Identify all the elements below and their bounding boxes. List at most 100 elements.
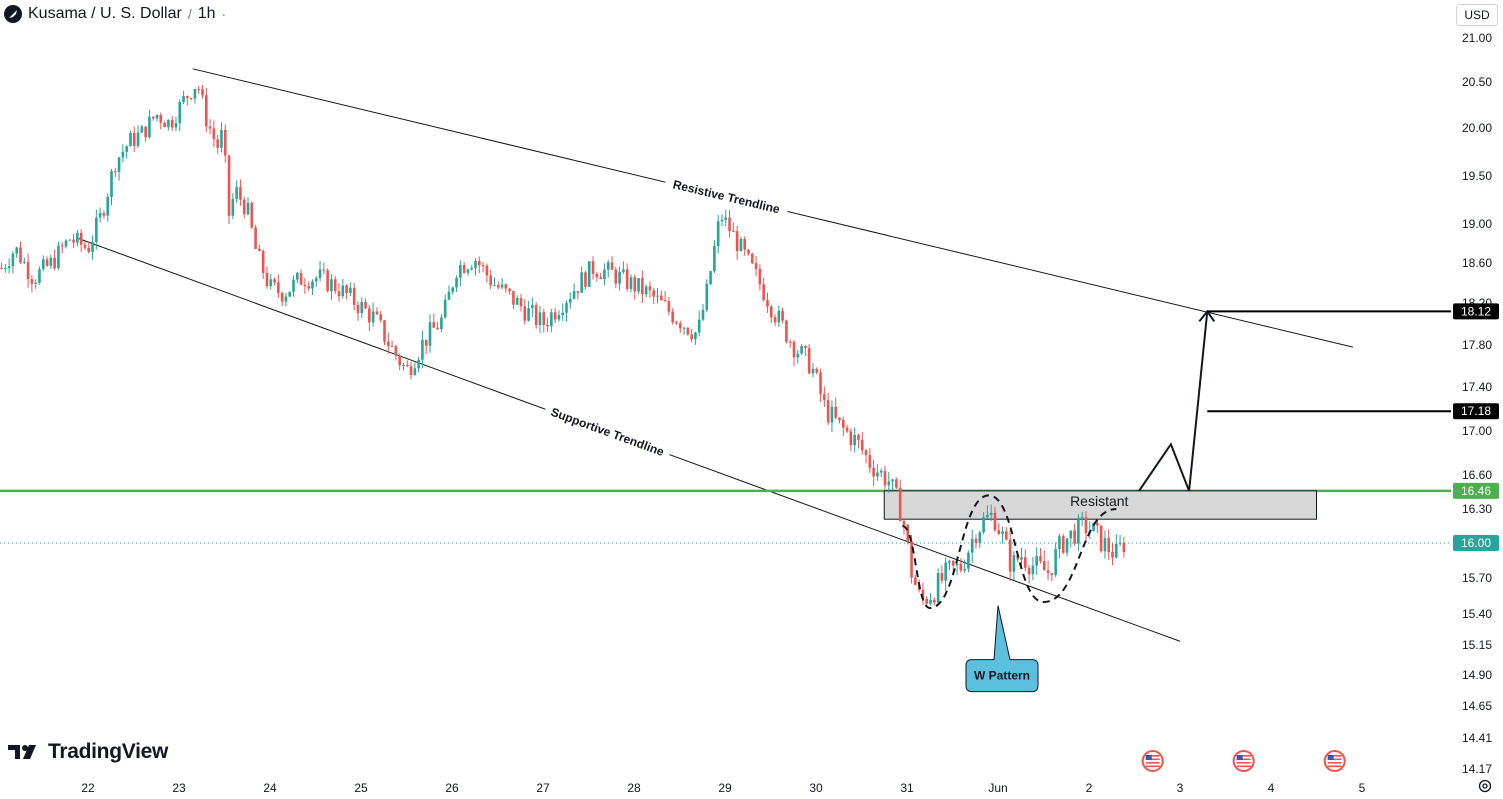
candle-body bbox=[599, 277, 602, 280]
candle-body bbox=[34, 282, 37, 284]
candle-body bbox=[1073, 530, 1076, 544]
candle-body bbox=[45, 259, 49, 266]
tradingview-logo[interactable]: TradingView bbox=[8, 740, 168, 764]
candle-body bbox=[57, 245, 60, 269]
candle-body bbox=[296, 272, 299, 280]
candle-body bbox=[1020, 557, 1023, 560]
candle-body bbox=[1103, 538, 1107, 552]
candle-body bbox=[751, 253, 754, 264]
candle-body bbox=[383, 320, 386, 342]
candle-body bbox=[474, 261, 477, 269]
candle-body bbox=[796, 353, 800, 358]
gear-icon[interactable] bbox=[1477, 778, 1493, 794]
candle-body bbox=[538, 312, 542, 326]
x-tick-label: 22 bbox=[81, 781, 95, 795]
candle-body bbox=[512, 291, 515, 305]
candle-body bbox=[910, 541, 913, 578]
candle-body bbox=[641, 278, 644, 295]
candle-body bbox=[1115, 543, 1118, 558]
candle-body bbox=[330, 279, 333, 292]
candle-body bbox=[1069, 530, 1073, 539]
candle-body bbox=[561, 312, 565, 316]
candle-body bbox=[838, 417, 841, 421]
currency-button[interactable]: USD bbox=[1456, 4, 1498, 26]
candle-body bbox=[713, 245, 716, 272]
candle-body bbox=[830, 406, 834, 423]
trendlines-layer: Resistive Trendline Supportive Trendline bbox=[78, 68, 1354, 642]
candle-body bbox=[728, 217, 731, 232]
y-tick-label: 14.17 bbox=[1462, 762, 1492, 776]
candle-body bbox=[902, 521, 906, 525]
candle-body bbox=[1027, 567, 1031, 575]
symbol-title[interactable]: Kusama / U. S. Dollar bbox=[28, 5, 182, 22]
candle-body bbox=[527, 308, 530, 321]
candle-body bbox=[671, 311, 674, 323]
candle-body bbox=[174, 123, 178, 128]
w-pattern-callout bbox=[965, 605, 1039, 693]
candle-body bbox=[1061, 536, 1065, 553]
candle-body bbox=[375, 311, 379, 315]
resistance-zone-layer: Resistant bbox=[883, 309, 1317, 520]
us-flag-icon bbox=[1323, 750, 1346, 772]
candle-body bbox=[732, 231, 735, 233]
candle-body bbox=[38, 269, 41, 283]
candle-body bbox=[747, 249, 750, 254]
candle-body bbox=[963, 568, 966, 571]
candle-body bbox=[242, 199, 246, 215]
candle-body bbox=[868, 455, 872, 468]
candle-body bbox=[23, 261, 26, 263]
candle-body bbox=[208, 126, 212, 129]
trendline-label: Resistive Trendline bbox=[672, 177, 782, 216]
candle-body bbox=[739, 238, 743, 252]
flag-stripe bbox=[1327, 758, 1342, 761]
candle-body bbox=[322, 269, 326, 271]
candle-body bbox=[690, 334, 693, 340]
interval-label[interactable]: 1h bbox=[197, 5, 216, 22]
candle-body bbox=[307, 286, 310, 289]
candle-body bbox=[417, 359, 420, 369]
candle-body bbox=[1077, 517, 1080, 544]
flag-stripe bbox=[1145, 762, 1160, 764]
candle-body bbox=[223, 129, 227, 156]
candle-body bbox=[314, 278, 318, 282]
candle-body bbox=[914, 577, 917, 585]
candle-body bbox=[823, 394, 826, 401]
candle-body bbox=[292, 279, 295, 292]
y-tick-label: 19.00 bbox=[1462, 217, 1492, 231]
y-tick-label: 18.60 bbox=[1462, 256, 1492, 270]
candle-body bbox=[940, 572, 944, 581]
candle-body bbox=[773, 317, 777, 323]
candle-body bbox=[136, 132, 140, 146]
candle-body bbox=[967, 552, 970, 569]
candle-body bbox=[762, 284, 765, 301]
candle-body bbox=[186, 96, 189, 99]
candle-body bbox=[140, 126, 144, 133]
candle-body bbox=[106, 196, 110, 216]
axes-layer: 21.0020.5020.0019.5019.0018.6018.2017.80… bbox=[81, 0, 1503, 799]
candle-body bbox=[625, 269, 629, 289]
candle-body bbox=[500, 284, 504, 288]
candle-body bbox=[0, 268, 3, 269]
candle-body bbox=[398, 355, 401, 366]
logo-text: TradingView bbox=[48, 740, 169, 763]
candle-body bbox=[155, 114, 159, 119]
candle-body bbox=[716, 221, 720, 246]
candle-body bbox=[970, 538, 974, 553]
candle-body bbox=[356, 304, 360, 314]
flag-stripe bbox=[1145, 758, 1160, 761]
candle-body bbox=[371, 311, 375, 323]
header-menu[interactable]: · bbox=[221, 6, 227, 22]
candle-body bbox=[587, 261, 591, 287]
flag-stripe bbox=[1145, 755, 1160, 757]
candle-body bbox=[997, 530, 1001, 534]
candle-body bbox=[660, 295, 663, 301]
candle-body bbox=[428, 322, 432, 346]
candle-body bbox=[459, 265, 462, 278]
candle-body bbox=[144, 126, 147, 138]
x-tick-label: 26 bbox=[445, 781, 459, 795]
candle-body bbox=[678, 323, 682, 329]
candle-body bbox=[98, 212, 102, 218]
candle-body bbox=[955, 563, 959, 566]
candle-body bbox=[553, 312, 557, 320]
